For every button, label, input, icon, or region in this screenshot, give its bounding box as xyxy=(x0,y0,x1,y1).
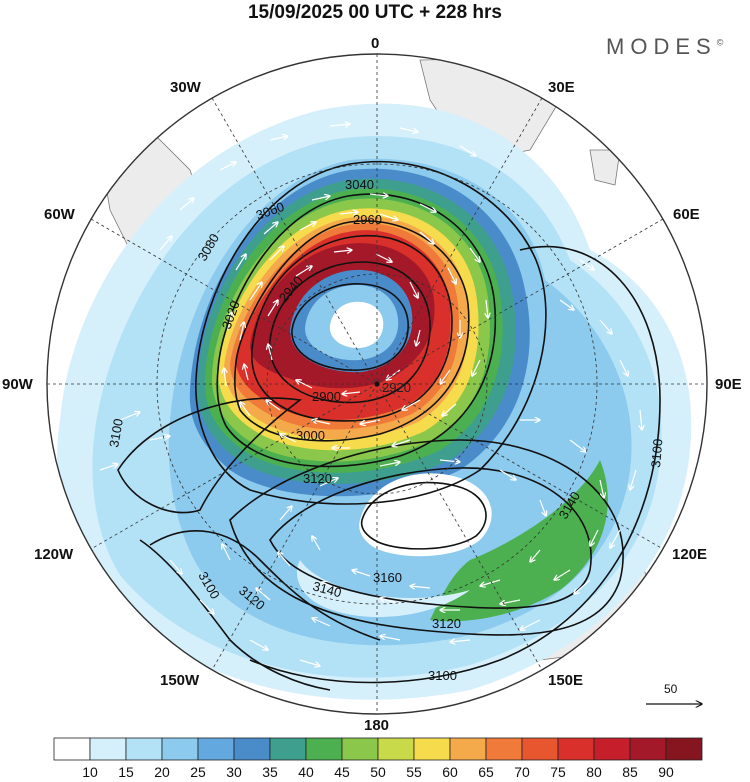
colorbar-cell xyxy=(557,737,595,761)
south-pole-marker xyxy=(374,381,380,387)
contour-label: 3040 xyxy=(345,177,374,192)
contour-label: 3120 xyxy=(432,616,461,631)
colorbar-cell xyxy=(89,737,127,761)
colorbar-tick-label: 15 xyxy=(118,764,134,780)
contour-3160 xyxy=(360,481,487,550)
lon-label-30e: 30E xyxy=(548,79,575,96)
colorbar-tick-label: 80 xyxy=(586,764,602,780)
contour-2920 xyxy=(269,261,431,404)
colorbar-tick-label: 55 xyxy=(406,764,422,780)
contour-label: 3100 xyxy=(106,417,126,448)
contour-3140 xyxy=(269,467,592,609)
brand-logo: MODES© xyxy=(606,34,724,59)
colorbar-cell xyxy=(341,737,379,761)
lon-label-180: 180 xyxy=(364,717,390,734)
colorbar-tick-label: 65 xyxy=(478,764,494,780)
shade-core-min xyxy=(329,301,384,349)
colorbar-cell xyxy=(233,737,271,761)
contour-label: 3100 xyxy=(428,668,457,683)
lon-label-90e: 90E xyxy=(715,376,742,393)
contour-3120 xyxy=(229,439,624,636)
contour-label: 2900 xyxy=(312,389,341,404)
colorbar-cell xyxy=(53,737,91,761)
lon-label-30w: 30W xyxy=(170,79,201,96)
colorbar-cell xyxy=(161,737,199,761)
colorbar-cell xyxy=(269,737,307,761)
lon-label-150w: 150W xyxy=(160,672,200,689)
contour-label: 3120 xyxy=(303,471,332,486)
contour-3100-west xyxy=(117,397,303,514)
colorbar-tick-label: 25 xyxy=(190,764,206,780)
colorbar-cell xyxy=(125,737,163,761)
colorbar-cell xyxy=(629,737,667,761)
reference-vector-arrow xyxy=(646,682,708,712)
contour-label: 3160 xyxy=(373,570,402,585)
colorbar-cell xyxy=(521,737,559,761)
colorbar-tick-label: 10 xyxy=(82,764,98,780)
contour-label: 3140 xyxy=(311,578,343,600)
contour-2900 xyxy=(291,283,409,371)
colorbar-cell xyxy=(197,737,235,761)
contour-label: 2960 xyxy=(353,212,382,227)
colorbar-tick-label: 35 xyxy=(262,764,278,780)
lon-label-150e: 150E xyxy=(548,672,584,689)
lon-label-60w: 60W xyxy=(44,206,75,223)
colorbar-tick-label: 90 xyxy=(658,764,674,780)
colorbar-cell xyxy=(449,737,487,761)
colorbar-cell xyxy=(377,737,415,761)
colorbar-tick-label: 85 xyxy=(622,764,638,780)
contour-label: 3100 xyxy=(648,438,665,468)
lon-label-120e: 120E xyxy=(672,546,708,563)
colorbar-cells xyxy=(53,737,703,761)
lon-label-90w: 90W xyxy=(2,376,33,393)
reference-vector-label: 50 xyxy=(664,682,678,696)
contour-3100-east xyxy=(249,245,661,684)
contour-3100-sw xyxy=(139,539,331,691)
contour-label: 2920 xyxy=(382,380,411,395)
contour-3080 xyxy=(195,160,547,505)
shade-south-inner2 xyxy=(296,560,470,617)
colorbar-cell xyxy=(305,737,343,761)
colorbar-tick-label: 40 xyxy=(298,764,314,780)
shade-south-ring xyxy=(430,460,608,622)
lon-label-60e: 60E xyxy=(673,206,700,223)
colorbar-cell xyxy=(485,737,523,761)
colorbar-tick-label: 75 xyxy=(550,764,566,780)
lon-label-120w: 120W xyxy=(34,546,74,563)
colorbar-cell xyxy=(413,737,451,761)
contour-2960 xyxy=(251,235,453,422)
height-contours xyxy=(117,160,661,691)
colorbar xyxy=(53,737,703,761)
colorbar-tick-label: 70 xyxy=(514,764,530,780)
colorbar-cell xyxy=(593,737,631,761)
colorbar-tick-label: 50 xyxy=(370,764,386,780)
chart-title: 15/09/2025 00 UTC + 228 hrs xyxy=(247,2,503,23)
polar-map: 2900 2920 2940 2960 3000 3020 3040 3060 … xyxy=(46,53,708,715)
contour-3120-sw xyxy=(149,530,381,641)
map-disk xyxy=(47,54,707,714)
colorbar-tick-label: 45 xyxy=(334,764,350,780)
colorbar-tick-label: 30 xyxy=(226,764,242,780)
colorbar-tick-label: 20 xyxy=(154,764,170,780)
map-boundary xyxy=(46,53,708,715)
lon-label-0: 0 xyxy=(371,35,380,52)
contour-label: 3000 xyxy=(296,428,325,443)
wind-vectors xyxy=(99,124,642,666)
colorbar-cell xyxy=(665,737,703,761)
contour-3040 xyxy=(216,193,497,468)
colorbar-tick-label: 60 xyxy=(442,764,458,780)
shade-south-inner xyxy=(359,473,492,557)
contour-3000 xyxy=(234,220,470,442)
